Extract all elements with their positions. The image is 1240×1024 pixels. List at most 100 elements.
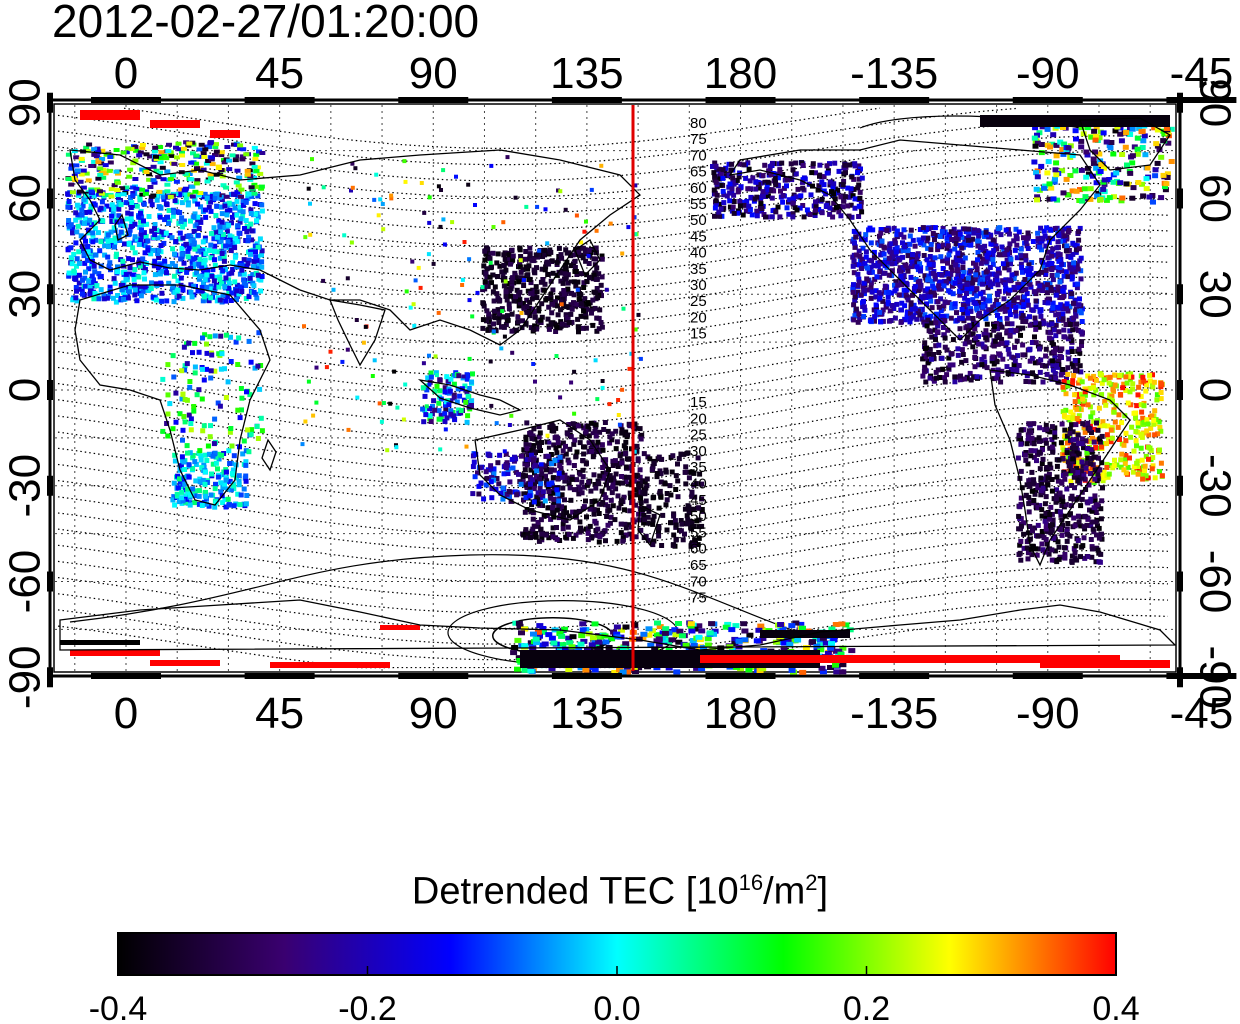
tec-data-pixel [619, 427, 625, 433]
tec-data-pixel [971, 230, 977, 236]
tec-data-pixel [868, 280, 874, 286]
tec-data-pixel [639, 432, 645, 438]
tec-data-pixel [593, 433, 599, 439]
tec-data-pixel [165, 411, 171, 417]
tec-data-pixel [827, 205, 833, 211]
tec-data-pixel [1109, 435, 1115, 441]
tec-data-pixel [92, 220, 98, 226]
tec-data-pixel [1052, 354, 1058, 360]
tec-data-pixel [540, 277, 546, 282]
tec-data-pixel [1121, 442, 1127, 448]
tec-data-pixel [247, 177, 254, 182]
tec-data-pixel [959, 359, 965, 365]
tec-data-pixel [891, 225, 897, 231]
tec-data-pixel [112, 244, 117, 250]
tec-data-pixel [845, 203, 851, 209]
tec-data-pixel [509, 278, 515, 284]
tec-data-pixel [718, 206, 724, 212]
tec-data-pixel [551, 428, 557, 434]
tec-data-pixel [851, 302, 857, 308]
tec-data-pixel [181, 260, 187, 266]
tec-data-pixel [975, 257, 980, 263]
tec-data-pixel [483, 269, 489, 275]
tec-data-pixel [856, 203, 862, 209]
tec-data-pixel [1007, 287, 1013, 293]
tec-data-pixel [97, 166, 104, 171]
tec-data-pixel [550, 301, 556, 307]
tec-data-pixel [91, 159, 98, 164]
tec-data-pixel [880, 307, 886, 313]
tec-data-pixel [213, 229, 219, 235]
tec-data-pixel [243, 448, 249, 454]
tec-data-pixel [727, 204, 733, 210]
tec-data-pixel [1039, 247, 1044, 253]
tec-data-pixel [1063, 407, 1069, 413]
tec-data-pixel [146, 172, 153, 177]
tec-data-pixel [77, 179, 84, 184]
tec-data-pixel [256, 330, 262, 336]
tec-data-pixel [546, 535, 552, 541]
tec-data-pixel [231, 453, 237, 459]
tec-data-pixel [523, 434, 529, 440]
tec-data-pixel [1087, 385, 1093, 391]
tec-data-pixel [970, 344, 976, 350]
tec-data-pixel [183, 241, 189, 247]
tec-data-pixel [188, 218, 193, 224]
tec-data-pixel [424, 387, 430, 393]
tec-data-pixel [944, 235, 950, 241]
tec-data-pixel [220, 500, 226, 506]
tec-data-pixel [545, 272, 551, 277]
tec-data-pixel [942, 379, 948, 385]
tec-data-pixel [939, 272, 945, 278]
tec-data-pixel [974, 374, 980, 380]
tec-data-pixel [209, 273, 215, 279]
tec-data-pixel [965, 275, 971, 281]
tec-data-pixel [592, 305, 598, 311]
tec-data-pixel [946, 355, 952, 361]
tec-data-pixel [595, 526, 601, 532]
tec-data-pixel [212, 153, 218, 157]
tec-data-pixel [531, 486, 537, 492]
tec-data-pixel [888, 290, 894, 296]
tec-data-pixel [860, 284, 866, 290]
tec-data-pixel [976, 341, 982, 347]
tec-data-pixel [523, 494, 529, 500]
tec-data-pixel [929, 305, 935, 311]
tec-data-pixel [230, 467, 236, 473]
tec-data-pixel [1056, 329, 1062, 335]
tec-data-pixel [258, 184, 265, 189]
tec-data-pixel [995, 282, 1001, 288]
tec-data-pixel [1076, 418, 1082, 424]
tec-data-pixel [578, 525, 583, 531]
tec-data-pixel [720, 188, 726, 194]
tec-data-pixel [1072, 269, 1078, 275]
tec-data-pixel [1056, 358, 1062, 364]
tec-data-pixel [920, 356, 926, 362]
tec-data-pixel [892, 315, 898, 321]
tec-data-pixel [861, 291, 867, 297]
tec-data-pixel [1061, 284, 1067, 290]
tec-data-pixel [246, 234, 252, 240]
tec-data-pixel [105, 254, 111, 260]
tec-data-pixel [1076, 237, 1082, 243]
tec-data-pixel [832, 196, 838, 202]
tec-data-pixel [197, 273, 203, 279]
tec-data-pixel [1075, 358, 1081, 363]
tec-data-pixel [1090, 410, 1096, 416]
tec-data-pixel [515, 314, 521, 320]
tec-data-pixel [554, 536, 560, 542]
tec-data-pixel [767, 188, 773, 193]
tec-data-pixel [831, 181, 837, 187]
tec-data-pixel [589, 310, 594, 316]
tec-data-pixel [150, 178, 157, 183]
tec-data-pixel [188, 421, 194, 426]
tec-data-pixel [934, 329, 940, 335]
magnetic-latitude-contour [57, 549, 1169, 614]
tec-data-pixel [847, 162, 853, 168]
tec-data-pixel [1076, 380, 1082, 386]
tec-data-pixel [799, 160, 805, 166]
tec-data-pixel [218, 333, 224, 339]
tec-data-pixel [1070, 262, 1076, 268]
tec-data-pixel [561, 288, 567, 293]
tec-data-pixel [197, 448, 203, 454]
